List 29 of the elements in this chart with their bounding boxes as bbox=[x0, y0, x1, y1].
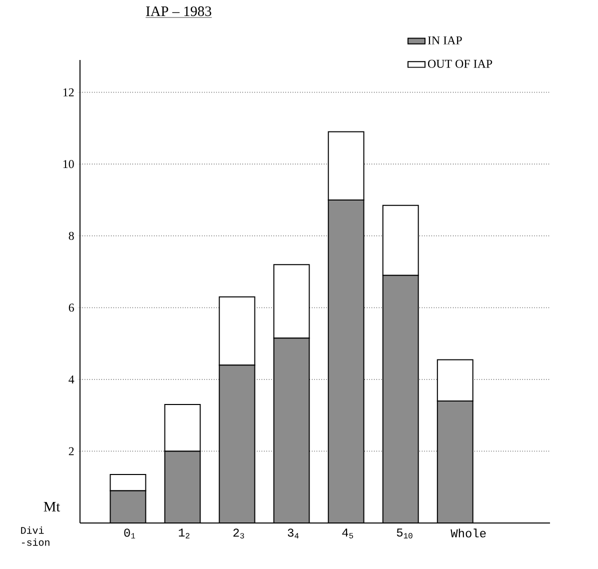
x-axis-title: Divi -sion bbox=[21, 526, 50, 546]
x-tick-label: 5$_{10}$ bbox=[396, 528, 412, 538]
bar bbox=[164, 404, 201, 452]
x-tick-label: 0$_{1}$ bbox=[124, 528, 136, 538]
bar bbox=[164, 451, 200, 523]
y-tick-label: 2 bbox=[68, 447, 74, 456]
legend-label: IN IAP bbox=[428, 36, 462, 44]
x-tick-label: 2$_{3}$ bbox=[233, 528, 244, 539]
y-tick-label: 8 bbox=[68, 232, 74, 240]
bar bbox=[273, 264, 310, 339]
x-tick-label: Whole bbox=[450, 528, 486, 538]
y-axis-title: Mt bbox=[44, 502, 60, 512]
x-tick-label: 1$_{2}$ bbox=[178, 528, 190, 538]
bar bbox=[219, 365, 255, 523]
bar bbox=[328, 200, 364, 523]
y-tick-label: 6 bbox=[68, 304, 74, 312]
y-tick-label: 10 bbox=[63, 160, 74, 168]
bar bbox=[218, 296, 256, 366]
bar bbox=[436, 400, 474, 523]
x-tick-label: 4$_{5}$ bbox=[342, 528, 354, 538]
x-tick-label: 3$_{4}$ bbox=[288, 528, 299, 538]
y-tick-label: 4 bbox=[68, 375, 74, 384]
legend-label: OUT OF IAP bbox=[428, 60, 492, 68]
y-tick-label: 12 bbox=[63, 88, 74, 96]
bar bbox=[382, 204, 419, 276]
bar bbox=[274, 338, 310, 523]
bar bbox=[110, 490, 146, 523]
bar bbox=[382, 275, 418, 523]
chart-title: IAP – 1983 bbox=[146, 6, 212, 16]
